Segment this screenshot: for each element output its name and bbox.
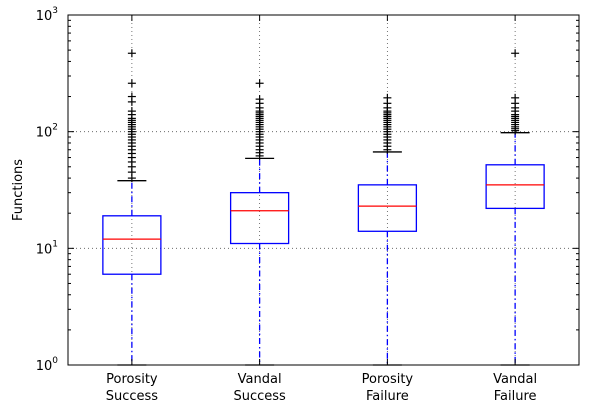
x-tick-label: Failure [494, 389, 537, 404]
x-tick-label: Success [106, 389, 159, 404]
box-group [102, 49, 162, 366]
outlier-marker [127, 92, 136, 101]
outlier-marker [255, 79, 264, 88]
outlier-marker [255, 95, 264, 104]
iqr-box [229, 192, 290, 245]
axis-tick-labels: 100 101 102 103 Porosity Success Vandal Success… [36, 6, 537, 404]
y-axis-label: Functions [11, 159, 26, 221]
outlier-marker [383, 93, 392, 102]
outlier-marker [511, 49, 520, 58]
box-group [229, 79, 290, 366]
x-tick-label: Success [233, 389, 286, 404]
box-group [357, 93, 418, 366]
x-tick-label: Failure [366, 389, 409, 404]
x-tick-label: Vandal [238, 372, 282, 387]
x-tick-label: Vandal [493, 372, 537, 387]
x-tick-label: Porosity [106, 372, 158, 387]
iqr-box [485, 164, 545, 210]
outlier-marker [127, 79, 136, 88]
box-plot-series [102, 49, 545, 366]
x-tick-label: Porosity [362, 372, 414, 387]
plot-frame [67, 14, 580, 366]
axis-ticks [68, 14, 579, 366]
outlier-marker [511, 93, 520, 102]
outlier-marker [127, 107, 136, 116]
y-tick-label: 102 [36, 123, 58, 141]
iqr-box [357, 184, 418, 232]
iqr-box [102, 215, 162, 275]
grid-lines [68, 15, 579, 365]
y-tick-label: 100 [36, 356, 59, 374]
outlier-marker [127, 49, 136, 58]
y-tick-label: 101 [36, 239, 58, 257]
y-tick-label: 103 [36, 6, 58, 24]
